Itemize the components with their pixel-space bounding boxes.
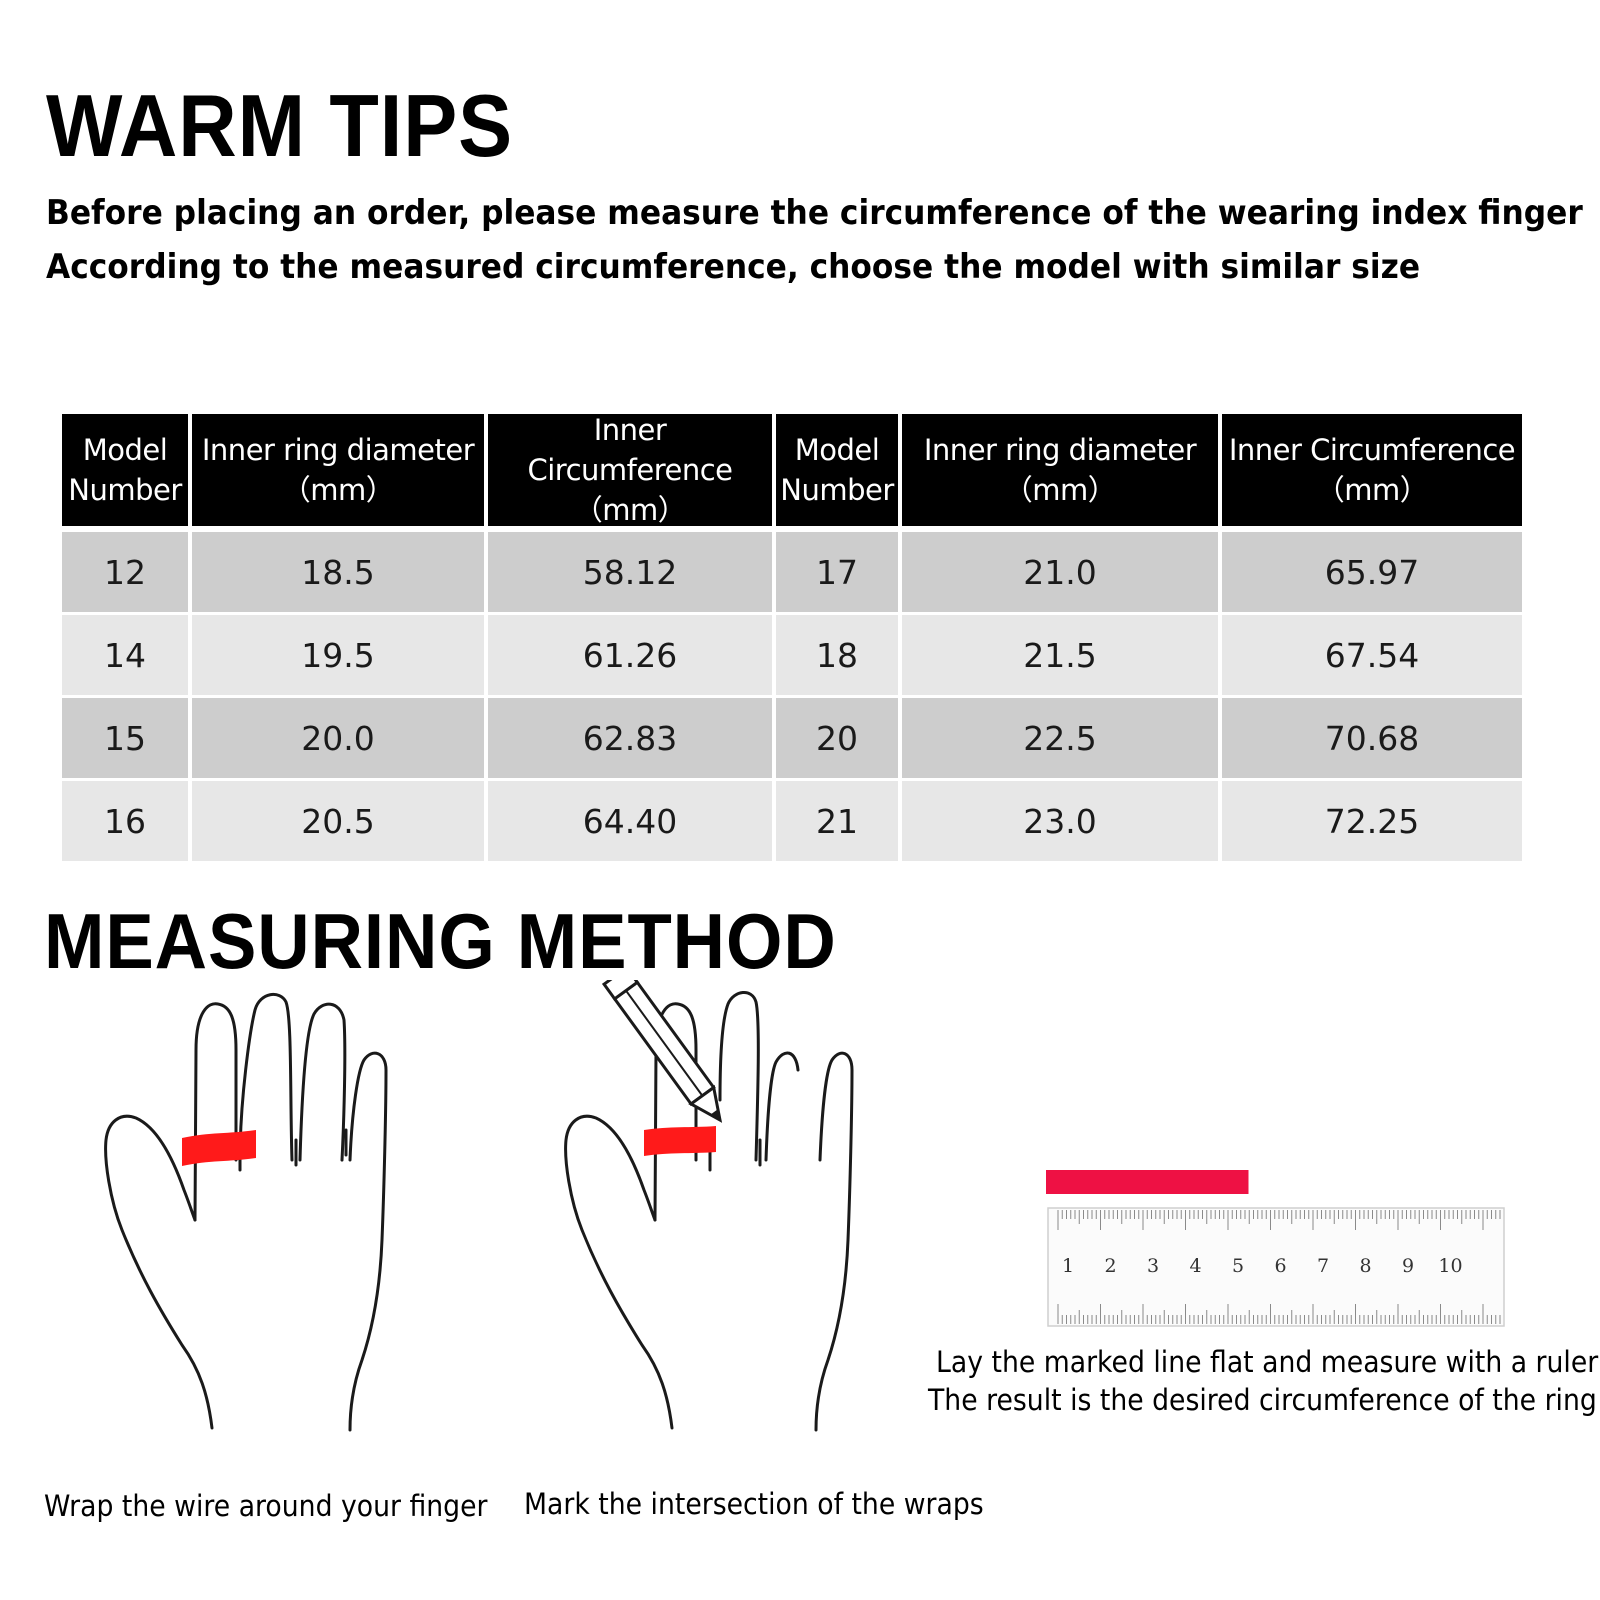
header-line: Number — [68, 473, 182, 507]
hand-mark-illustration — [564, 980, 854, 1432]
table-cell: 72.25 — [1222, 781, 1522, 861]
table-cell: 20 — [776, 698, 898, 778]
header-line: Number — [780, 473, 894, 507]
ruler-number: 6 — [1274, 1255, 1286, 1277]
marked-wire-strip — [1046, 1170, 1249, 1194]
ruler-number: 10 — [1438, 1255, 1462, 1277]
table-cell: 65.97 — [1222, 532, 1522, 612]
step-caption-wrap: Wrap the wire around your finger — [44, 1489, 488, 1523]
table-cell: 18.5 — [192, 532, 484, 612]
header-line: Inner Circumference — [527, 413, 733, 487]
ruler-numbers: 1 2 3 4 5 6 7 8 9 10 — [1062, 1255, 1463, 1277]
header-model-number: Model Number — [62, 414, 188, 526]
header-inner-circumference: Inner Circumference （mm） — [1222, 414, 1522, 526]
size-table: Model Number Inner ring diameter （mm） In… — [62, 413, 1522, 862]
ruler-number: 7 — [1317, 1255, 1329, 1277]
ruler-number: 3 — [1147, 1255, 1159, 1277]
table-cell: 17 — [776, 532, 898, 612]
warm-tips-title: WARM TIPS — [46, 76, 514, 175]
table-cell: 19.5 — [192, 615, 484, 695]
table-cell: 16 — [62, 781, 188, 861]
ruler-ticks — [1057, 1210, 1501, 1324]
table-cell: 22.5 — [902, 698, 1218, 778]
header-model-number: Model Number — [776, 414, 898, 526]
ruler-illustration: 1 2 3 4 5 6 7 8 9 10 — [1046, 1170, 1505, 1327]
table-row: 16 20.5 64.40 21 23.0 72.25 — [62, 781, 1522, 861]
header-line: Inner ring diameter — [923, 433, 1197, 467]
table-row: 14 19.5 61.26 18 21.5 67.54 — [62, 615, 1522, 695]
ruler-number: 4 — [1189, 1255, 1201, 1277]
red-ring-band — [182, 1130, 256, 1166]
header-line: Inner Circumference — [1228, 433, 1516, 467]
table-cell: 21 — [776, 781, 898, 861]
tip-line-2: According to the measured circumference,… — [46, 247, 1421, 287]
table-cell: 58.12 — [488, 532, 772, 612]
table-row: 12 18.5 58.12 17 21.0 65.97 — [62, 532, 1522, 612]
table-cell: 20.5 — [192, 781, 484, 861]
pencil-icon — [601, 980, 723, 1123]
header-line: Inner ring diameter — [201, 433, 475, 467]
header-line: Model — [82, 433, 168, 467]
header-line: （mm） — [1315, 473, 1429, 507]
step-caption-mark: Mark the intersection of the wraps — [524, 1487, 984, 1521]
ruler-number: 2 — [1104, 1255, 1116, 1277]
header-line: Model — [794, 433, 880, 467]
table-cell: 23.0 — [902, 781, 1218, 861]
table-cell: 21.0 — [902, 532, 1218, 612]
header-inner-diameter: Inner ring diameter （mm） — [192, 414, 484, 526]
table-cell: 67.54 — [1222, 615, 1522, 695]
hand-wrap-illustration — [104, 993, 388, 1432]
red-ring-band — [644, 1126, 716, 1156]
table-cell: 61.26 — [488, 615, 772, 695]
ruler-body — [1047, 1207, 1505, 1327]
table-cell: 20.0 — [192, 698, 484, 778]
table-row: 15 20.0 62.83 20 22.5 70.68 — [62, 698, 1522, 778]
table-cell: 21.5 — [902, 615, 1218, 695]
table-cell: 70.68 — [1222, 698, 1522, 778]
measuring-method-title: MEASURING METHOD — [44, 897, 837, 985]
table-cell: 18 — [776, 615, 898, 695]
ruler-number: 9 — [1402, 1255, 1414, 1277]
table-cell: 12 — [62, 532, 188, 612]
header-line: （mm） — [281, 473, 395, 507]
header-inner-diameter: Inner ring diameter （mm） — [902, 414, 1218, 526]
table-cell: 14 — [62, 615, 188, 695]
tip-line-1: Before placing an order, please measure … — [46, 193, 1583, 233]
table-cell: 64.40 — [488, 781, 772, 861]
ruler-number: 5 — [1232, 1255, 1244, 1277]
header-line: （mm） — [573, 493, 687, 527]
header-inner-circumference: Inner Circumference （mm） — [488, 413, 772, 527]
step-caption-result: The result is the desired circumference … — [928, 1383, 1597, 1417]
ruler-number: 1 — [1062, 1255, 1074, 1277]
table-header-row: Model Number Inner ring diameter （mm） In… — [62, 413, 1522, 527]
ruler-number: 8 — [1359, 1255, 1371, 1277]
header-line: （mm） — [1003, 473, 1117, 507]
table-cell: 62.83 — [488, 698, 772, 778]
table-cell: 15 — [62, 698, 188, 778]
step-caption-lay-flat: Lay the marked line flat and measure wit… — [936, 1345, 1599, 1379]
